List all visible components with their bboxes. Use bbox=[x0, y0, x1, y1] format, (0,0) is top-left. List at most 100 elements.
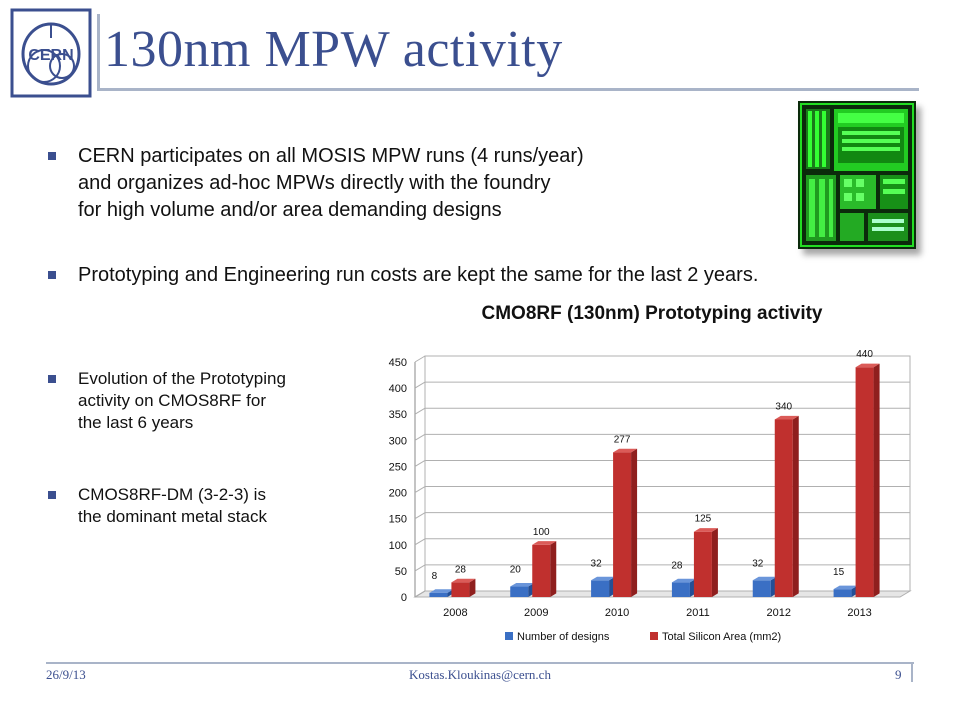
data-label: 340 bbox=[775, 401, 792, 412]
gridline-depth bbox=[414, 512, 426, 520]
bar-front bbox=[591, 580, 610, 597]
gridline-depth bbox=[414, 564, 426, 572]
bullet-square-icon bbox=[48, 271, 56, 279]
bar-side bbox=[631, 448, 638, 597]
data-label: 100 bbox=[533, 527, 550, 538]
bullet-costs: Prototyping and Engineering run costs ar… bbox=[48, 262, 758, 289]
y-tick-label: 150 bbox=[389, 514, 407, 526]
x-tick-label: 2013 bbox=[847, 607, 871, 619]
gridline-depth bbox=[414, 590, 426, 598]
legend-entry: Total Silicon Area (mm2) bbox=[662, 631, 781, 643]
y-tick-label: 350 bbox=[389, 409, 407, 421]
bar-area bbox=[774, 415, 799, 597]
bar-side bbox=[550, 541, 557, 597]
bullet-text: Evolution of the Prototyping activity on… bbox=[78, 369, 286, 432]
bar-top bbox=[532, 541, 557, 545]
y-tick-label: 300 bbox=[389, 435, 407, 447]
x-tick-label: 2008 bbox=[443, 607, 467, 619]
bar-top bbox=[613, 448, 638, 453]
bar-top bbox=[510, 582, 535, 587]
bar-designs bbox=[591, 576, 616, 597]
bullet-square-icon bbox=[48, 152, 56, 160]
y-tick-label: 400 bbox=[389, 383, 407, 395]
data-label: 32 bbox=[752, 558, 764, 569]
bar-top bbox=[855, 363, 880, 368]
bar-front bbox=[833, 589, 852, 597]
bar-area bbox=[855, 363, 880, 597]
bar-top bbox=[752, 576, 777, 581]
bar-top bbox=[833, 585, 858, 590]
gridline-depth bbox=[414, 407, 426, 415]
data-label: 20 bbox=[510, 565, 522, 576]
bar-front bbox=[774, 419, 793, 597]
bullet-square-icon bbox=[48, 491, 56, 499]
bar-designs bbox=[510, 582, 535, 597]
bar-top bbox=[429, 589, 454, 593]
bar-designs bbox=[752, 576, 777, 597]
bar-side bbox=[792, 415, 799, 597]
x-tick-label: 2011 bbox=[686, 607, 710, 619]
bar-area bbox=[451, 578, 476, 597]
gridline-depth bbox=[414, 460, 426, 467]
bar-top bbox=[693, 528, 718, 532]
bar-front bbox=[532, 544, 551, 597]
footer-divider bbox=[46, 662, 914, 664]
data-label: 28 bbox=[455, 564, 467, 575]
bar-area bbox=[693, 528, 718, 597]
bar-front bbox=[855, 367, 874, 597]
page-number: 9 bbox=[895, 667, 902, 682]
x-tick-label: 2009 bbox=[524, 607, 548, 619]
x-tick-label: 2010 bbox=[605, 607, 629, 619]
gridline-depth bbox=[414, 355, 426, 363]
bar-front bbox=[451, 582, 470, 597]
bullet-text: CERN participates on all MOSIS MPW runs … bbox=[78, 145, 584, 221]
title-divider-vertical bbox=[97, 14, 100, 91]
chart-title: CMO8RF (130nm) Prototyping activity bbox=[481, 303, 823, 324]
data-label: 440 bbox=[856, 349, 873, 360]
y-tick-label: 0 bbox=[401, 592, 407, 604]
bar-top bbox=[591, 576, 616, 581]
bullet-evolution: Evolution of the Prototyping activity on… bbox=[48, 368, 286, 434]
bar-front bbox=[510, 586, 529, 597]
data-label: 15 bbox=[833, 567, 845, 578]
title-divider bbox=[97, 88, 919, 91]
gridline-depth bbox=[414, 381, 426, 389]
data-label: 125 bbox=[695, 514, 712, 525]
bar-side bbox=[873, 363, 880, 597]
bullet-metal-stack: CMOS8RF-DM (3-2-3) is the dominant metal… bbox=[48, 484, 267, 528]
bullet-text: Prototyping and Engineering run costs ar… bbox=[78, 264, 759, 286]
footer-email: Kostas.Kloukinas@cern.ch bbox=[409, 667, 551, 682]
cern-logo: CERN bbox=[10, 8, 92, 98]
bar-designs bbox=[833, 585, 858, 597]
bar-top bbox=[451, 578, 476, 583]
bar-front bbox=[613, 452, 632, 597]
footer-date: 26/9/13 bbox=[46, 667, 86, 682]
bar-area bbox=[613, 448, 638, 597]
bar-front bbox=[752, 580, 771, 597]
page-title: 130nm MPW activity bbox=[104, 21, 563, 78]
bullet-mosis: CERN participates on all MOSIS MPW runs … bbox=[48, 143, 584, 224]
y-tick-label: 200 bbox=[389, 488, 407, 500]
bar-side bbox=[469, 578, 476, 597]
bar-front bbox=[671, 582, 690, 597]
gridline-depth bbox=[414, 486, 426, 493]
y-tick-label: 250 bbox=[389, 461, 407, 473]
chip-layout-image bbox=[798, 101, 916, 249]
x-tick-label: 2012 bbox=[767, 607, 791, 619]
gridline-depth bbox=[414, 538, 426, 546]
bar-chart: 0 50 100 150 200 250 300 350 400 450 8 28 2008 20 100 2… bbox=[389, 349, 912, 643]
data-label: 32 bbox=[591, 558, 603, 569]
legend-entry: Number of designs bbox=[517, 631, 610, 643]
chart-back-wall bbox=[424, 355, 911, 592]
legend-swatch bbox=[505, 632, 513, 640]
y-tick-label: 100 bbox=[389, 540, 407, 552]
gridline-depth bbox=[414, 433, 426, 441]
bar-designs bbox=[671, 578, 696, 597]
bar-side bbox=[711, 528, 718, 597]
logo-text: CERN bbox=[28, 47, 73, 64]
legend-swatch bbox=[650, 632, 658, 640]
bullet-square-icon bbox=[48, 375, 56, 383]
data-label: 8 bbox=[432, 571, 438, 582]
bullet-text: CMOS8RF-DM (3-2-3) is the dominant metal… bbox=[78, 485, 267, 526]
footer-divider-vertical bbox=[911, 662, 913, 682]
